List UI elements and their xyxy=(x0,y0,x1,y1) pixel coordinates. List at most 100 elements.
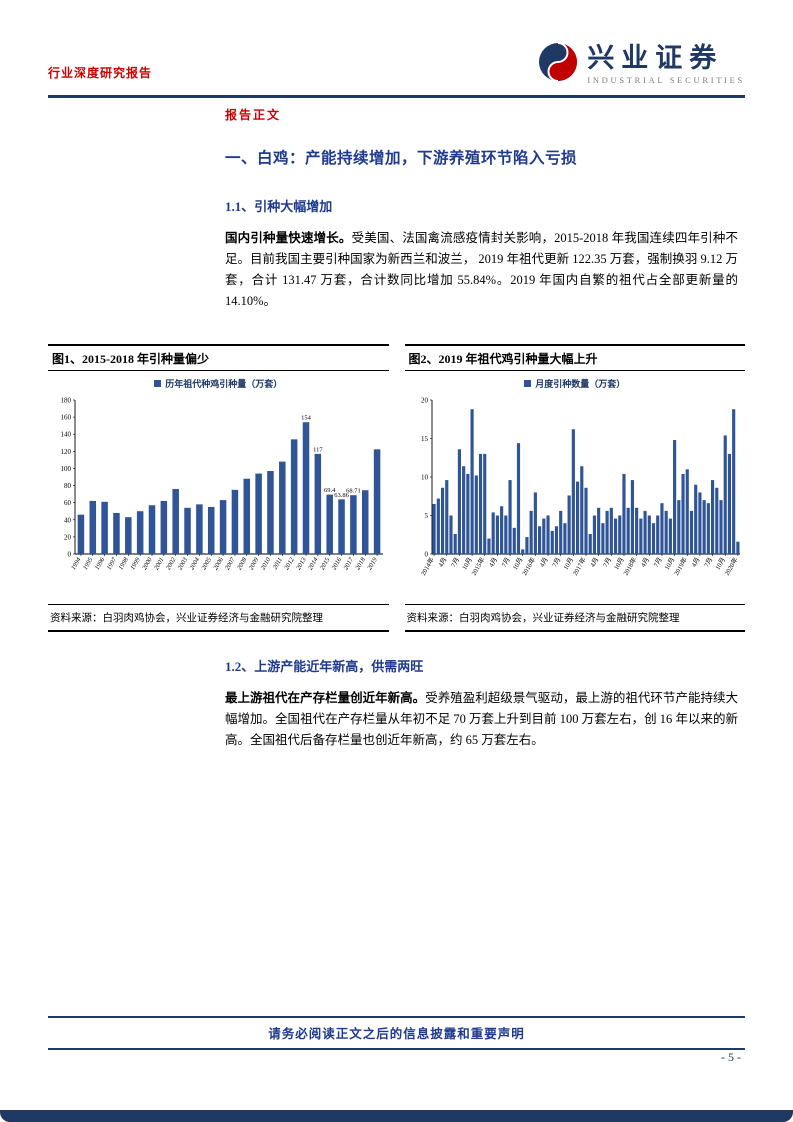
svg-text:0: 0 xyxy=(424,551,428,559)
svg-text:2014: 2014 xyxy=(307,556,320,571)
figure-1: 图1、2015-2018 年引种量偏少 历年祖代种鸡引种量（万套） 0 20 40 6… xyxy=(48,344,389,632)
svg-text:2000: 2000 xyxy=(141,556,154,571)
svg-text:4月: 4月 xyxy=(487,556,499,568)
svg-text:7月: 7月 xyxy=(601,556,613,568)
svg-text:2017: 2017 xyxy=(343,556,356,571)
svg-text:2001: 2001 xyxy=(153,557,166,572)
svg-text:2020年: 2020年 xyxy=(722,555,740,577)
svg-text:20: 20 xyxy=(64,533,72,541)
brand-logo-icon xyxy=(538,42,578,87)
svg-text:2019年: 2019年 xyxy=(671,555,689,577)
svg-text:2018: 2018 xyxy=(355,556,368,571)
figure-2-legend-label: 月度引种数量（万套） xyxy=(535,379,626,389)
svg-text:7月: 7月 xyxy=(702,556,714,568)
svg-text:40: 40 xyxy=(64,516,72,524)
svg-text:10月: 10月 xyxy=(460,556,473,571)
svg-text:1999: 1999 xyxy=(130,556,143,571)
svg-text:2017年: 2017年 xyxy=(570,555,588,577)
svg-text:10月: 10月 xyxy=(561,556,574,571)
page-header: 行业深度研究报告 兴业证券 INDUSTRIAL SECURITIES xyxy=(48,42,745,89)
svg-text:20: 20 xyxy=(421,397,429,405)
annual-introductions-bar-chart: 0 20 40 60 80 100 120 140 160 180 154 117 69.463.866… xyxy=(61,397,384,572)
svg-text:154: 154 xyxy=(301,415,312,422)
svg-text:69.4: 69.4 xyxy=(324,487,336,494)
paragraph-1-lead: 国内引种量快速增长。 xyxy=(225,231,352,245)
svg-text:160: 160 xyxy=(61,414,72,422)
figure-2-title: 图2、2019 年祖代鸡引种量大幅上升 xyxy=(404,344,745,371)
paragraph-1: 国内引种量快速增长。受美国、法国禽流感疫情封关影响，2015-2018 年我国连… xyxy=(225,228,738,312)
brand-text: 兴业证券 INDUSTRIAL SECURITIES xyxy=(587,43,745,85)
brand-subtitle: INDUSTRIAL SECURITIES xyxy=(587,74,745,85)
svg-text:0: 0 xyxy=(68,551,72,559)
svg-text:1996: 1996 xyxy=(94,556,107,571)
svg-text:2015年: 2015年 xyxy=(469,555,487,577)
svg-text:2019: 2019 xyxy=(366,556,379,571)
svg-text:2012: 2012 xyxy=(284,556,297,571)
svg-text:2009: 2009 xyxy=(248,556,261,571)
svg-text:10月: 10月 xyxy=(663,556,676,571)
svg-text:10: 10 xyxy=(421,474,429,482)
svg-text:2016年: 2016年 xyxy=(519,555,537,577)
paragraph-2-text: 受养殖盈利超级景气驱动，最上游的祖代环节产能持续大幅增加。全国祖代在产存栏量从年… xyxy=(225,691,738,747)
svg-text:2018年: 2018年 xyxy=(621,555,639,577)
header-divider xyxy=(48,95,745,98)
report-category-label: 行业深度研究报告 xyxy=(48,66,153,80)
svg-text:10月: 10月 xyxy=(511,556,524,571)
brand-name: 兴业证券 xyxy=(587,43,724,74)
svg-text:4月: 4月 xyxy=(436,556,448,568)
figure-1-body: 历年祖代种鸡引种量（万套） 0 20 40 60 80 100 120 140 160 180 15… xyxy=(48,371,389,604)
legend-swatch-icon xyxy=(524,380,532,387)
svg-text:10月: 10月 xyxy=(612,556,625,571)
svg-text:7月: 7月 xyxy=(449,556,461,568)
svg-text:2004: 2004 xyxy=(189,556,202,571)
svg-text:2015: 2015 xyxy=(319,556,332,571)
figures-row: 图1、2015-2018 年引种量偏少 历年祖代种鸡引种量（万套） 0 20 40 6… xyxy=(48,344,745,632)
svg-text:2002: 2002 xyxy=(165,556,178,571)
paragraph-1-text: 受美国、法国禽流感疫情封关影响，2015-2018 年我国连续四年引种不足。目前… xyxy=(225,231,738,308)
svg-text:1997: 1997 xyxy=(106,556,119,571)
figure-1-title: 图1、2015-2018 年引种量偏少 xyxy=(48,344,389,371)
figure-2-source: 资料来源：白羽肉鸡协会，兴业证券经济与金融研究院整理 xyxy=(404,604,745,632)
svg-text:2007: 2007 xyxy=(224,556,237,571)
section-title-1: 一、白鸡：产能持续增加，下游养殖环节陷入亏损 xyxy=(225,150,578,167)
svg-text:120: 120 xyxy=(61,448,72,456)
svg-text:60: 60 xyxy=(64,499,72,507)
svg-text:100: 100 xyxy=(61,465,72,473)
svg-text:7月: 7月 xyxy=(652,556,664,568)
figure-2-legend: 月度引种数量（万套） xyxy=(405,377,746,390)
svg-text:117: 117 xyxy=(313,446,323,453)
paragraph-2-lead: 最上游祖代在产存栏量创近年新高。 xyxy=(225,691,426,705)
svg-text:2005: 2005 xyxy=(201,556,214,571)
report-body-label: 报告正文 xyxy=(225,108,282,122)
svg-text:4月: 4月 xyxy=(588,556,600,568)
figure-1-legend: 历年祖代种鸡引种量（万套） xyxy=(48,377,389,390)
svg-text:7月: 7月 xyxy=(500,556,512,568)
svg-text:1995: 1995 xyxy=(82,556,95,571)
svg-text:10月: 10月 xyxy=(713,556,726,571)
brand-block: 兴业证券 INDUSTRIAL SECURITIES xyxy=(538,42,745,89)
figure-1-legend-label: 历年祖代种鸡引种量（万套） xyxy=(165,379,283,389)
svg-text:2016: 2016 xyxy=(331,556,344,571)
svg-text:180: 180 xyxy=(61,397,72,405)
svg-text:80: 80 xyxy=(64,482,72,490)
svg-text:2008: 2008 xyxy=(236,556,249,571)
svg-text:15: 15 xyxy=(421,435,429,443)
legend-swatch-icon xyxy=(154,380,162,387)
figure-2: 图2、2019 年祖代鸡引种量大幅上升 月度引种数量（万套） 0 5 10 15 20 2… xyxy=(404,344,746,632)
svg-text:4月: 4月 xyxy=(538,556,550,568)
svg-text:68.71: 68.71 xyxy=(346,488,361,495)
page-number: - 5 - xyxy=(721,1050,741,1064)
svg-text:2013: 2013 xyxy=(295,556,308,571)
svg-text:4月: 4月 xyxy=(690,556,702,568)
svg-text:2010: 2010 xyxy=(260,556,273,571)
footer-disclaimer: 请务必阅读正文之后的信息披露和重要声明 xyxy=(48,1016,745,1050)
svg-text:1994: 1994 xyxy=(70,556,83,571)
page-bottom-bar xyxy=(0,1110,793,1122)
subsection-title-1-1: 1.1、引种大幅增加 xyxy=(225,199,333,214)
svg-text:4月: 4月 xyxy=(639,556,651,568)
svg-text:5: 5 xyxy=(424,512,428,520)
svg-text:2011: 2011 xyxy=(272,557,284,571)
svg-text:2006: 2006 xyxy=(212,556,225,571)
figure-1-source: 资料来源：白羽肉鸡协会，兴业证券经济与金融研究院整理 xyxy=(48,604,389,632)
